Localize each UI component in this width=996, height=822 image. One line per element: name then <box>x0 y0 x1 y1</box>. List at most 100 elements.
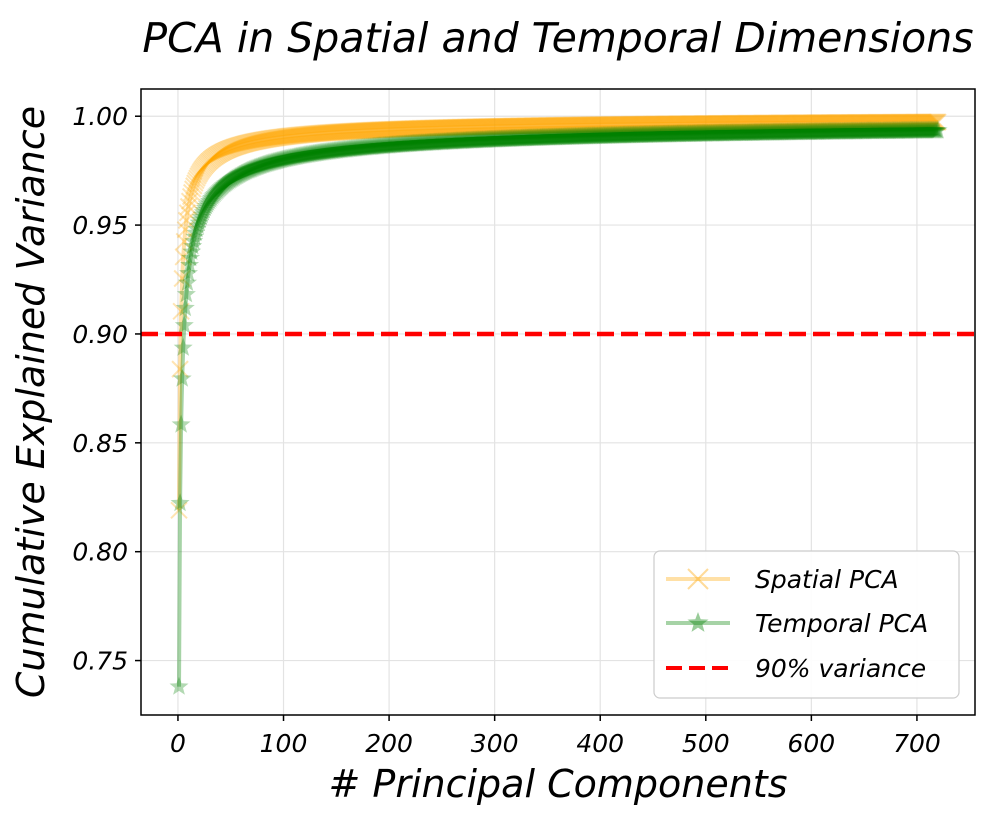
data-point-star-marker <box>301 144 321 163</box>
data-point-x-marker <box>366 121 385 139</box>
data-point-star-marker <box>173 337 193 356</box>
data-point-star-marker <box>695 123 715 142</box>
data-point-x-marker <box>924 113 942 131</box>
data-point-star-marker <box>427 132 447 151</box>
x-tick-label: 600 <box>788 729 836 758</box>
data-point-x-marker <box>323 123 341 142</box>
data-point-x-marker <box>207 147 225 165</box>
data-point-star-marker <box>910 120 930 139</box>
data-point-star-marker <box>385 135 405 154</box>
data-point-star-marker <box>532 127 552 146</box>
data-point-star-marker <box>374 136 394 155</box>
data-point-x-marker <box>522 117 541 135</box>
data-point-star-marker <box>202 188 222 207</box>
data-point-star-marker <box>759 122 779 141</box>
data-point-star-marker <box>407 133 426 152</box>
data-point-x-marker <box>539 116 558 135</box>
data-point-x-marker <box>523 117 542 135</box>
data-point-star-marker <box>795 122 815 141</box>
data-point-x-marker <box>295 125 314 144</box>
data-point-star-marker <box>851 121 871 140</box>
data-point-star-marker <box>598 125 618 144</box>
data-point-x-marker <box>556 116 575 134</box>
data-point-star-marker <box>544 127 564 146</box>
data-point-star-marker <box>559 127 579 146</box>
data-point-star-marker <box>434 132 454 151</box>
data-point-star-marker <box>692 123 712 142</box>
data-point-x-marker <box>797 114 815 132</box>
data-point-star-marker <box>848 121 868 140</box>
data-point-x-marker <box>761 114 779 132</box>
data-point-star-marker <box>428 132 448 151</box>
data-point-x-marker <box>290 126 309 144</box>
data-point-star-marker <box>236 161 255 180</box>
data-point-star-marker <box>717 123 737 142</box>
data-point-x-marker <box>246 132 264 151</box>
data-point-star-marker <box>322 141 342 160</box>
data-point-x-marker <box>608 115 626 134</box>
data-point-star-marker <box>563 126 583 145</box>
chart-title: PCA in Spatial and Temporal Dimensions <box>142 14 973 62</box>
data-point-x-marker <box>545 116 563 135</box>
data-point-x-marker <box>186 174 204 192</box>
data-point-x-marker <box>926 113 944 131</box>
data-point-x-marker <box>360 121 378 140</box>
data-point-star-marker <box>339 139 359 158</box>
data-point-star-marker <box>478 129 498 148</box>
data-point-x-marker <box>296 125 315 144</box>
data-point-x-marker <box>429 119 448 137</box>
data-point-x-marker <box>742 114 760 132</box>
data-point-x-marker <box>564 116 582 134</box>
data-point-x-marker <box>520 117 539 135</box>
data-point-x-marker <box>684 115 702 133</box>
y-tick-label: 0.75 <box>72 647 128 676</box>
data-point-star-marker <box>351 138 371 157</box>
data-point-x-marker <box>511 117 529 135</box>
data-point-star-marker <box>215 173 235 192</box>
data-point-star-marker <box>747 122 766 141</box>
data-point-star-marker <box>218 172 238 191</box>
data-point-star-marker <box>376 135 396 154</box>
data-point-star-marker <box>894 120 914 139</box>
data-point-x-marker <box>210 145 228 163</box>
data-point-x-marker <box>772 114 790 132</box>
data-point-star-marker <box>446 131 466 150</box>
data-point-star-marker <box>870 121 890 140</box>
data-point-star-marker <box>912 120 932 139</box>
data-point-star-marker <box>729 123 748 142</box>
data-point-star-marker <box>259 153 279 172</box>
data-point-star-marker <box>254 154 273 173</box>
data-point-star-marker <box>284 147 304 166</box>
data-point-star-marker <box>617 125 637 144</box>
data-point-x-marker <box>717 114 735 133</box>
data-point-star-marker <box>733 123 753 142</box>
data-point-star-marker <box>638 125 658 144</box>
data-point-star-marker <box>716 123 736 142</box>
data-point-x-marker <box>457 118 475 136</box>
data-point-x-marker <box>280 127 298 145</box>
data-point-x-marker <box>700 114 718 133</box>
data-point-x-marker <box>443 118 462 137</box>
data-point-x-marker <box>688 114 707 133</box>
data-point-x-marker <box>785 114 804 132</box>
data-point-x-marker <box>894 113 912 131</box>
data-point-star-marker <box>712 123 732 142</box>
data-point-x-marker <box>718 114 736 133</box>
data-point-star-marker <box>858 121 878 140</box>
data-point-star-marker <box>552 127 572 146</box>
data-point-x-marker <box>287 126 305 145</box>
data-point-star-marker <box>546 127 566 146</box>
data-point-star-marker <box>480 129 500 148</box>
data-point-star-marker <box>283 147 303 166</box>
data-point-x-marker <box>488 117 506 136</box>
data-point-star-marker <box>594 126 614 145</box>
data-point-x-marker <box>239 134 258 152</box>
data-point-star-marker <box>768 122 788 141</box>
data-point-x-marker <box>302 125 320 143</box>
data-point-x-marker <box>639 115 657 133</box>
data-point-x-marker <box>566 116 584 134</box>
data-point-x-marker <box>351 122 370 140</box>
data-point-x-marker <box>531 116 549 135</box>
data-point-star-marker <box>179 263 198 282</box>
data-point-x-marker <box>435 118 453 137</box>
